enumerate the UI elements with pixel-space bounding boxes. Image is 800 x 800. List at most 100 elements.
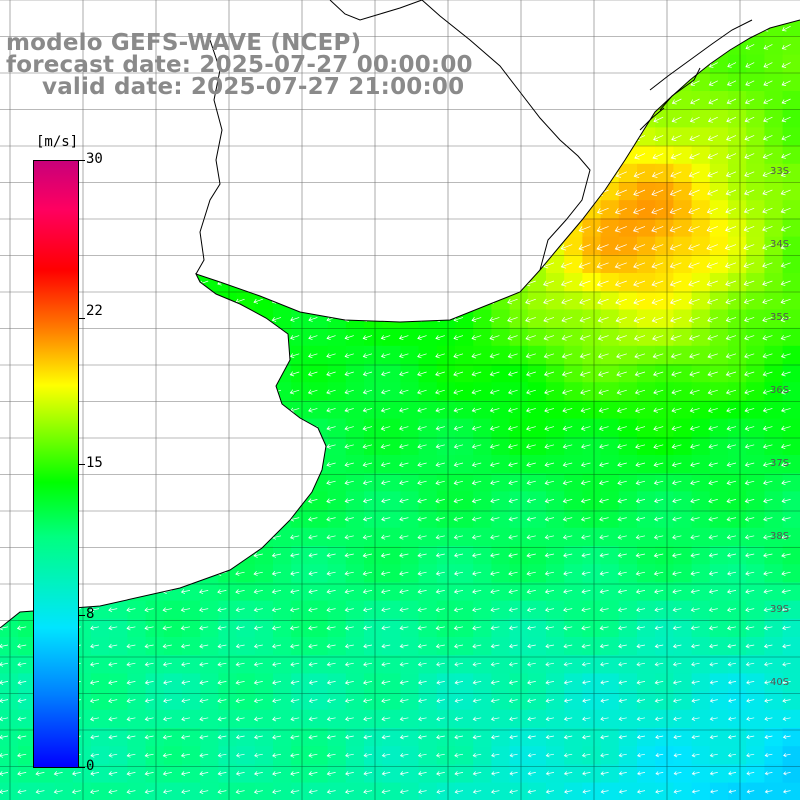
wind-vector-arrow	[344, 425, 354, 431]
wind-vector-arrow	[490, 80, 500, 86]
wind-vector-arrow	[599, 80, 609, 87]
wind-vector-arrow	[508, 498, 518, 504]
wind-vector-arrow	[490, 607, 500, 613]
wind-vector-arrow	[763, 607, 773, 613]
wind-vector-arrow	[144, 298, 154, 304]
wind-vector-arrow	[780, 171, 791, 178]
wind-speed-cell	[109, 345, 128, 365]
wind-speed-cell	[345, 782, 365, 800]
wind-speed-cell	[600, 691, 620, 711]
wind-vector-arrow	[634, 153, 646, 160]
wind-speed-cell	[382, 709, 401, 729]
wind-vector-arrow	[453, 589, 464, 594]
valid-date: valid date: 2025-07-27 21:00:00	[42, 74, 465, 100]
wind-speed-cell	[418, 655, 438, 674]
wind-vector-arrow	[526, 135, 536, 141]
wind-speed-cell	[582, 36, 602, 56]
wind-speed-cell	[254, 218, 274, 238]
wind-speed-cell	[509, 618, 529, 638]
wind-speed-cell	[764, 91, 784, 110]
wind-vector-arrow	[688, 226, 700, 233]
wind-vector-arrow	[344, 498, 354, 504]
wind-speed-cell	[382, 254, 401, 274]
wind-vector-arrow	[489, 280, 500, 286]
wind-vector-arrow	[381, 25, 391, 32]
wind-vector-arrow	[253, 298, 263, 304]
wind-vector-arrow	[399, 353, 409, 359]
wind-speed-cell	[455, 254, 474, 274]
wind-vector-arrow	[271, 625, 282, 631]
wind-speed-cell	[691, 546, 711, 565]
wind-vector-arrow	[581, 534, 591, 540]
wind-speed-cell	[527, 673, 547, 693]
wind-speed-cell	[0, 309, 19, 329]
wind-speed-cell	[291, 145, 310, 165]
wind-speed-cell	[127, 564, 147, 583]
wind-speed-cell	[509, 163, 529, 183]
wind-speed-cell	[564, 145, 583, 165]
wind-vector-arrow	[271, 371, 282, 377]
wind-speed-cell	[254, 382, 274, 401]
wind-vector-arrow	[706, 226, 718, 233]
wind-speed-cell	[436, 455, 456, 474]
wind-speed-cell	[382, 673, 401, 693]
wind-speed-cell	[764, 273, 784, 292]
wind-vector-arrow	[762, 207, 773, 214]
wind-vector-arrow	[490, 661, 500, 667]
wind-speed-cell	[637, 455, 656, 474]
wind-speed-cell	[0, 218, 19, 238]
wind-vector-arrow	[597, 153, 609, 160]
wind-speed-cell	[600, 746, 620, 765]
wind-vector-arrow	[418, 8, 426, 13]
wind-speed-cell	[145, 182, 165, 201]
wind-vector-arrow	[615, 334, 627, 341]
wind-vector-arrow	[380, 407, 391, 413]
wind-speed-cell	[455, 709, 474, 729]
wind-speed-cell	[109, 655, 128, 674]
wind-vector-arrow	[182, 8, 190, 13]
wind-speed-cell	[309, 418, 329, 438]
wind-vector-arrow	[508, 462, 518, 468]
wind-vector-arrow	[326, 116, 336, 123]
wind-vector-arrow	[614, 262, 627, 269]
wind-vector-arrow	[217, 335, 227, 341]
wind-speed-cell	[509, 273, 529, 292]
wind-speed-cell	[655, 200, 674, 219]
wind-vector-arrow	[326, 171, 336, 177]
wind-speed-cell	[600, 72, 620, 92]
wind-vector-arrow	[562, 116, 573, 123]
wind-speed-cell	[327, 236, 347, 256]
wind-vector-arrow	[633, 334, 646, 341]
wind-vector-arrow	[727, 62, 737, 68]
wind-vector-arrow	[108, 680, 118, 685]
wind-speed-cell	[54, 782, 74, 800]
wind-vector-arrow	[180, 407, 191, 413]
wind-vector-arrow	[126, 353, 136, 359]
wind-vector-arrow	[489, 389, 500, 395]
wind-speed-cell	[109, 637, 128, 656]
wind-speed-cell	[218, 618, 238, 638]
wind-speed-cell	[291, 764, 310, 784]
wind-vector-arrow	[726, 407, 737, 413]
wind-speed-cell	[509, 182, 529, 201]
wind-vector-arrow	[162, 244, 172, 250]
wind-speed-cell	[127, 582, 147, 602]
wind-vector-arrow	[308, 262, 318, 268]
wind-speed-cell	[291, 782, 310, 800]
wind-speed-cell	[236, 673, 256, 693]
wind-speed-cell	[473, 746, 492, 765]
wind-speed-cell	[491, 20, 511, 37]
wind-speed-cell	[582, 455, 602, 474]
wind-vector-arrow	[633, 244, 646, 251]
wind-vector-arrow	[453, 189, 464, 195]
wind-speed-cell	[91, 345, 110, 365]
wind-vector-arrow	[617, 589, 627, 594]
wind-speed-cell	[673, 0, 692, 19]
wind-vector-arrow	[417, 570, 427, 576]
wind-speed-cell	[273, 127, 292, 147]
wind-vector-arrow	[344, 516, 354, 522]
wind-vector-arrow	[326, 498, 336, 504]
wind-speed-cell	[200, 546, 219, 565]
wind-speed-cell	[564, 491, 583, 511]
wind-vector-arrow	[599, 443, 609, 449]
